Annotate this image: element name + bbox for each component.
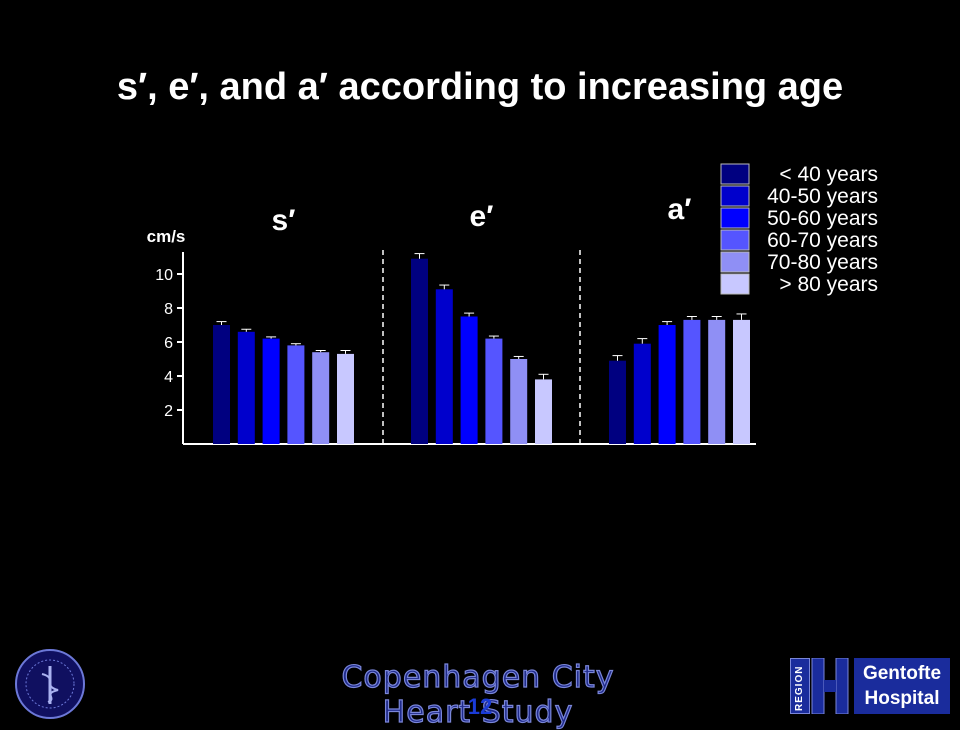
legend-swatch bbox=[720, 273, 750, 295]
legend-label: 40-50 years bbox=[767, 185, 878, 208]
group-label: a′ bbox=[668, 193, 692, 226]
legend-label: < 40 years bbox=[779, 163, 878, 186]
legend-swatch bbox=[720, 185, 750, 207]
region-label: REGION bbox=[794, 665, 805, 711]
legend-label: 50-60 years bbox=[767, 207, 878, 230]
legend-label: > 80 years bbox=[779, 273, 878, 296]
y-tick-label: 8 bbox=[164, 301, 173, 318]
group-labels: s′ e′ a′ bbox=[272, 193, 692, 237]
y-axis-label: cm/s bbox=[147, 227, 186, 246]
legend-label: 60-70 years bbox=[767, 229, 878, 252]
bar bbox=[535, 379, 552, 444]
group-label: e′ bbox=[470, 200, 494, 233]
bar bbox=[262, 338, 280, 444]
region-bar: REGION bbox=[790, 658, 810, 714]
bar bbox=[733, 319, 750, 444]
bar bbox=[683, 319, 701, 444]
bar bbox=[633, 343, 651, 444]
hospital-name-line2: Hospital bbox=[864, 688, 940, 709]
y-tick-label: 10 bbox=[155, 267, 173, 284]
bar bbox=[237, 331, 255, 444]
bar bbox=[708, 319, 726, 444]
y-tick-label: 2 bbox=[164, 403, 173, 420]
y-tick-label: 6 bbox=[164, 335, 173, 352]
bar bbox=[658, 325, 676, 444]
bar bbox=[213, 325, 230, 444]
bar bbox=[337, 353, 354, 444]
bar bbox=[510, 359, 528, 444]
bar bbox=[287, 345, 305, 444]
legend-label: 70-80 years bbox=[767, 251, 878, 274]
bar bbox=[460, 316, 478, 444]
bar bbox=[411, 258, 428, 444]
legend-swatch bbox=[720, 251, 750, 273]
bar bbox=[609, 360, 626, 444]
hospital-name: Gentofte Hospital bbox=[854, 658, 950, 714]
legend-swatch bbox=[720, 207, 750, 229]
bar bbox=[312, 352, 330, 444]
page-number: 12 bbox=[467, 694, 493, 719]
legend-swatch bbox=[720, 163, 750, 185]
hospital-logo: REGION Gentofte Hospital bbox=[790, 656, 950, 716]
bar bbox=[435, 289, 453, 444]
h-logo-icon bbox=[811, 658, 849, 714]
y-tick-label: 4 bbox=[164, 369, 173, 386]
university-seal-logo bbox=[15, 649, 85, 719]
bar bbox=[485, 338, 503, 444]
group-label: s′ bbox=[272, 204, 296, 237]
bars bbox=[213, 253, 750, 444]
legend-swatch bbox=[720, 229, 750, 251]
hospital-name-line1: Gentofte bbox=[862, 663, 942, 684]
slide-title: s′, e′, and a′ according to increasing a… bbox=[116, 66, 844, 108]
